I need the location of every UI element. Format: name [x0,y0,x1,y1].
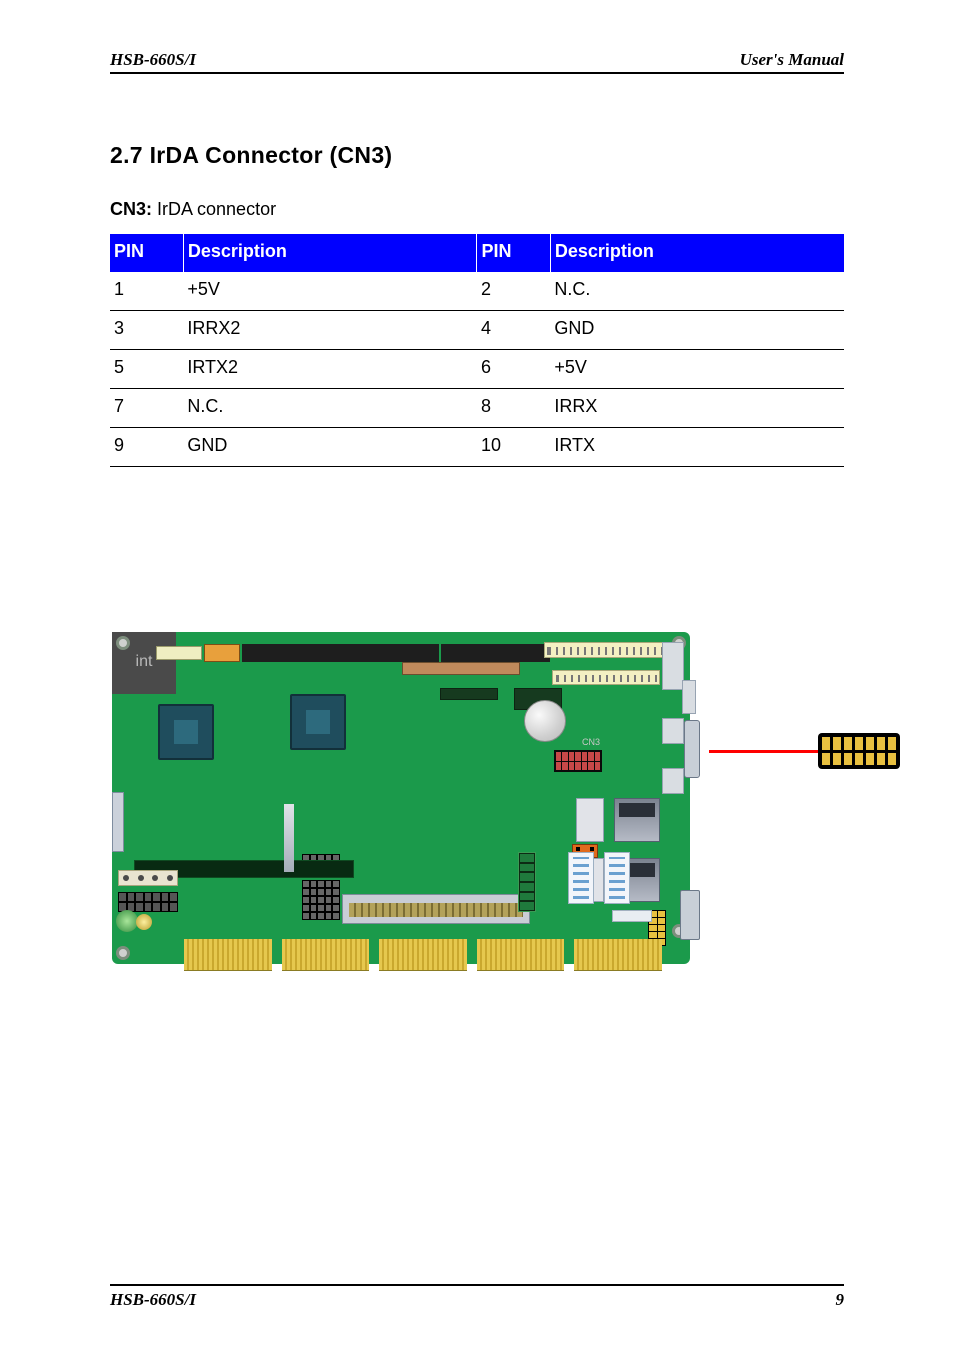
chipset-b [290,694,346,750]
top-header-row [156,642,550,664]
table-cell: IRTX2 [183,350,477,389]
rear-bracket-top [662,642,684,690]
cn3-connector [554,750,602,772]
table-cell: 3 [110,311,183,350]
component [612,910,652,922]
vga-port [684,720,700,778]
table-cell: 6 [477,350,550,389]
dimm-slot [402,662,520,675]
table-cell: 2 [477,272,550,311]
callout-connector-enlarged [818,733,900,769]
pin-assignment-table: PIN Description PIN Description 1+5V2N.C… [110,234,844,467]
col-pin-a: PIN [110,234,183,272]
table-header: PIN Description PIN Description [110,234,844,272]
table-row: 1+5V2N.C. [110,272,844,311]
expansion-slot [342,894,530,924]
footer-left: HSB-660S/I [110,1290,196,1310]
table-cell: 10 [477,428,550,467]
table-cell: N.C. [550,272,844,311]
rear-bracket [682,680,696,714]
table-cell: IRRX2 [183,311,477,350]
section-title: 2.7 IrDA Connector (CN3) [110,142,844,169]
header-right: User's Manual [740,50,844,70]
footer-page-number: 9 [836,1290,845,1310]
callout-line [709,750,823,753]
rear-bracket [662,768,684,794]
table-cell: 5 [110,350,183,389]
floppy-header [552,670,660,685]
component [440,688,498,700]
pin-header [518,852,536,912]
dip-switch [568,852,594,904]
side-connector [112,792,124,852]
table-row: 3IRRX24GND [110,311,844,350]
chipset-a [158,704,214,760]
table-cell: +5V [183,272,477,311]
dip-switch [604,852,630,904]
table-row: 7N.C.8IRRX [110,389,844,428]
rear-bracket-bottom [680,890,700,940]
ide-header [544,642,674,658]
table-cell: 1 [110,272,183,311]
standoff [284,804,294,872]
mounting-hole [116,946,130,960]
rear-bracket [662,718,684,744]
table-cell: N.C. [183,389,477,428]
table-cell: IRTX [550,428,844,467]
capacitors [116,866,156,932]
table-cell: +5V [550,350,844,389]
header-left: HSB-660S/I [110,50,196,70]
connector-description: CN3: IrDA connector [110,199,844,220]
pcb: int CN3 [112,632,690,964]
cn3-silkscreen-label: CN3 [582,737,600,747]
mounting-hole [116,636,130,650]
col-pin-b: PIN [477,234,550,272]
col-desc-a: Description [183,234,477,272]
usb-stack [576,798,604,842]
table-cell: GND [183,428,477,467]
table-cell: 7 [110,389,183,428]
board-diagram: int CN3 [112,620,797,980]
cmos-battery [524,700,566,742]
table-row: 5IRTX26+5V [110,350,844,389]
table-cell: 4 [477,311,550,350]
edge-connector [184,939,662,971]
table-cell: 9 [110,428,183,467]
table-cell: GND [550,311,844,350]
table-cell: IRRX [550,389,844,428]
pin-header [302,880,340,920]
connector-name: IrDA connector [152,199,276,219]
table-cell: 8 [477,389,550,428]
connector-id-label: CN3: [110,199,152,219]
col-desc-b: Description [550,234,844,272]
lan-port [614,798,660,842]
table-row: 9GND10IRTX [110,428,844,467]
